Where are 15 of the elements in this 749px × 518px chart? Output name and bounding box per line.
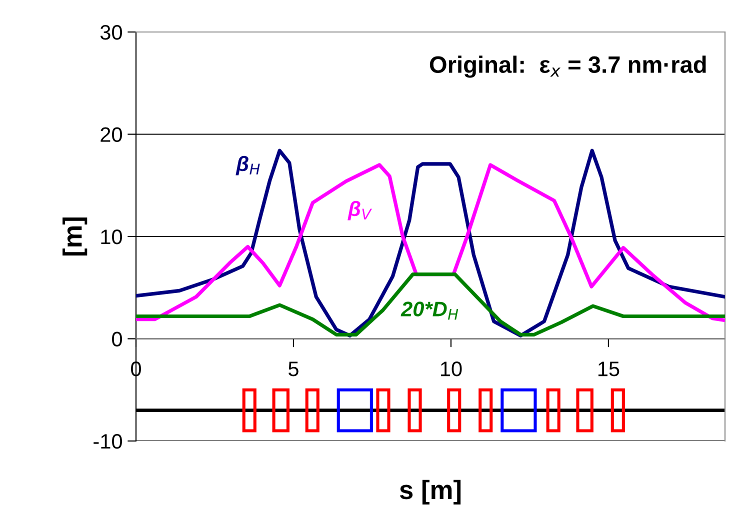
annotation: Original: ε$_{x}$ = 3.7 nm·rad bbox=[430, 56, 706, 78]
series-label: β$_{V}$ bbox=[348, 200, 372, 220]
y-tick-label: 20 bbox=[100, 127, 122, 142]
x-tick-label: 15 bbox=[598, 362, 620, 376]
x-tick-label: 10 bbox=[440, 362, 462, 376]
x-axis-title: s [m] bbox=[400, 480, 461, 504]
x-tick-label: 5 bbox=[288, 362, 298, 376]
y-axis-title: [m] bbox=[62, 217, 88, 256]
y-tick-label: 10 bbox=[101, 230, 122, 244]
y-tick-label: 30 bbox=[100, 25, 122, 40]
series-label: 20*D$_{H}$ bbox=[400, 302, 458, 320]
line-series bbox=[136, 272, 725, 336]
y-tick-label: 0 bbox=[112, 332, 122, 347]
y-tick-label: -10 bbox=[94, 434, 122, 449]
series-label: β$_{H}$ bbox=[236, 156, 260, 176]
